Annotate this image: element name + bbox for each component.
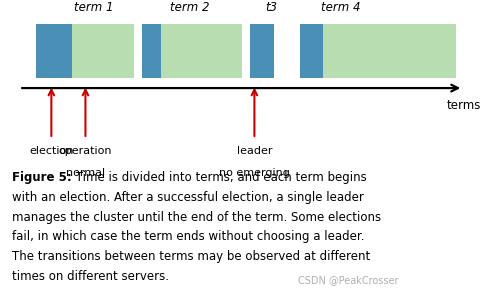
Text: manages the cluster until the end of the term. Some elections: manages the cluster until the end of the… xyxy=(12,211,381,224)
Bar xyxy=(72,24,134,78)
Text: Figure 5:: Figure 5: xyxy=(12,171,72,184)
Text: Time is divided into terms, and each term begins: Time is divided into terms, and each ter… xyxy=(72,171,367,184)
Text: term 2: term 2 xyxy=(170,1,209,13)
Text: normal: normal xyxy=(66,168,105,178)
Text: no emerging: no emerging xyxy=(219,168,290,178)
Text: with an election. After a successful election, a single leader: with an election. After a successful ele… xyxy=(12,191,364,204)
Text: The transitions between terms may be observed at different: The transitions between terms may be obs… xyxy=(12,250,370,263)
Text: election: election xyxy=(29,146,73,156)
Text: times on different servers.: times on different servers. xyxy=(12,270,169,283)
Bar xyxy=(323,24,456,78)
Text: leader: leader xyxy=(237,146,272,156)
Bar xyxy=(250,24,274,78)
Bar xyxy=(161,24,242,78)
Text: t3: t3 xyxy=(265,1,277,13)
Bar xyxy=(300,24,323,78)
Text: term 1: term 1 xyxy=(74,1,113,13)
Text: fail, in which case the term ends without choosing a leader.: fail, in which case the term ends withou… xyxy=(12,230,364,244)
Text: terms: terms xyxy=(446,98,480,112)
Text: operation: operation xyxy=(59,146,112,156)
Text: CSDN @PeakCrosser: CSDN @PeakCrosser xyxy=(298,275,398,285)
Text: term 4: term 4 xyxy=(321,1,360,13)
Bar xyxy=(142,24,161,78)
Bar xyxy=(36,24,72,78)
